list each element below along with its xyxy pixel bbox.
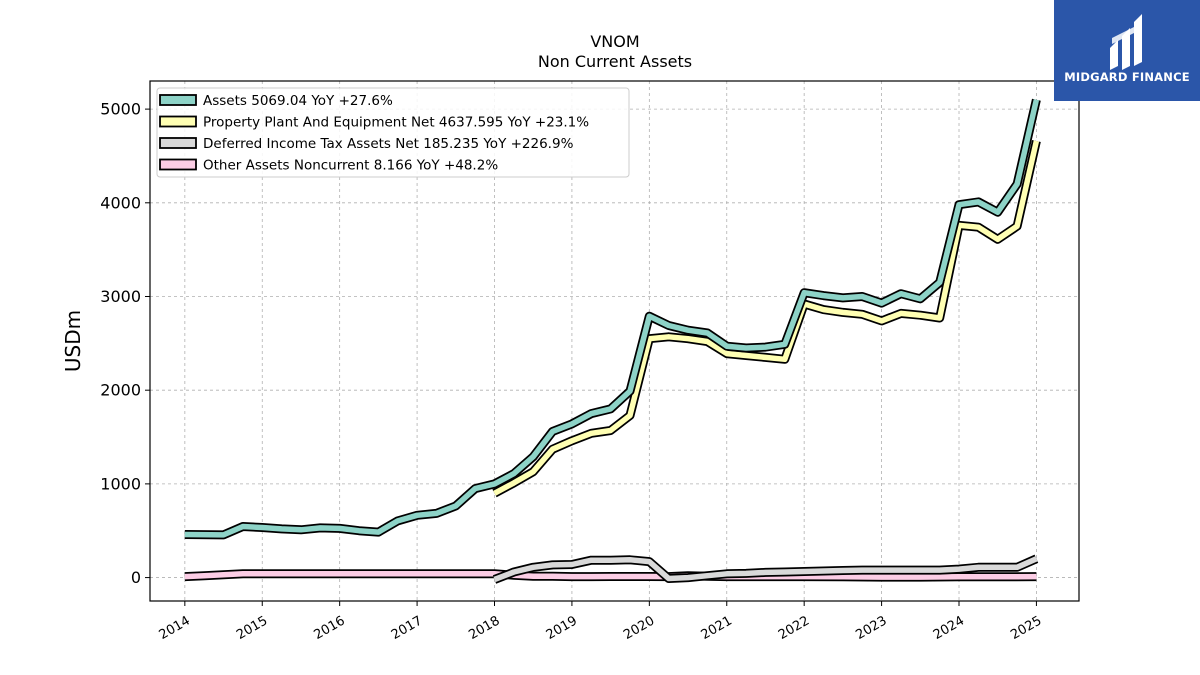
series-line-other-assets-noncurrent — [184, 571, 1037, 580]
x-tick-label: 2024 — [931, 613, 967, 643]
x-tick-label: 2016 — [312, 613, 348, 643]
legend-swatch — [159, 94, 197, 106]
series-layer — [184, 98, 1041, 584]
series-line-property-plant-and-equipment-net — [493, 140, 1040, 496]
plot-frame — [149, 80, 1080, 602]
x-axis: 2014 2015 2016 2017 2018 2019 2020 2021 2022 2023… — [157, 601, 1044, 643]
x-tick-label: 2015 — [234, 613, 270, 643]
x-tick-label: 2021 — [699, 613, 735, 643]
x-tick-label: 2018 — [466, 613, 502, 643]
y-tick-label: 1000 — [100, 474, 141, 493]
legend-label: Property Plant And Equipment Net 4637.59… — [203, 115, 589, 131]
legend-label: Assets 5069.04 YoY +27.6% — [203, 93, 393, 109]
y-tick-label: 4000 — [100, 193, 141, 212]
brand-logo-icon — [1110, 14, 1142, 70]
legend-label: Deferred Income Tax Assets Net 185.235 Y… — [203, 136, 574, 152]
series-line-assets — [184, 99, 1040, 538]
legend-frame — [156, 87, 630, 178]
series-line-deferred-income-tax-assets-net — [493, 556, 1038, 583]
chart-title: VNOM — [590, 32, 639, 51]
y-tick-label: 0 — [131, 568, 141, 587]
y-tick-label: 5000 — [100, 100, 141, 119]
legend-label: Other Assets Noncurrent 8.166 YoY +48.2% — [203, 158, 498, 174]
y-tick-label: 3000 — [100, 287, 141, 306]
x-tick-label: 2022 — [776, 613, 812, 643]
x-tick-label: 2014 — [157, 613, 193, 643]
legend-swatch — [159, 115, 197, 128]
chart-subtitle: Non Current Assets — [538, 52, 692, 71]
y-axis: 0 1000 2000 3000 4000 5000 — [100, 100, 150, 587]
brand-name: MIDGARD FINANCE — [1064, 70, 1190, 84]
brand-logo: MIDGARD FINANCE — [1054, 0, 1200, 101]
legend-swatch — [159, 137, 197, 149]
y-axis-label: USDm — [61, 310, 85, 372]
legend-swatch — [159, 158, 197, 171]
x-tick-label: 2023 — [853, 613, 889, 643]
y-tick-label: 2000 — [100, 381, 141, 400]
x-tick-label: 2020 — [621, 613, 657, 643]
x-tick-label: 2019 — [544, 613, 580, 643]
x-tick-label: 2025 — [1008, 613, 1044, 643]
x-tick-label: 2017 — [389, 613, 425, 643]
legend: Assets 5069.04 YoY +27.6% Property Plant … — [156, 87, 630, 178]
